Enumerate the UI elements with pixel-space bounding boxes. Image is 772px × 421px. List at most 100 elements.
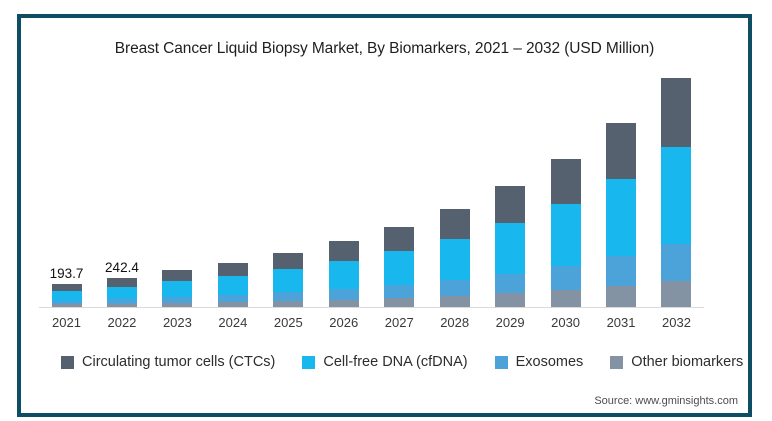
x-axis-label-2029: 2029 (495, 315, 525, 330)
bar-segment-circulating-tumor-cells-ctcs (606, 122, 637, 179)
bar-segment-cell-free-dna-cfdna (217, 276, 248, 295)
bar-segment-exosomes (550, 266, 581, 291)
bar-segment-cell-free-dna-cfdna (162, 281, 193, 297)
bar-segment-exosomes (106, 299, 137, 304)
bar-2025 (261, 252, 316, 307)
bar-segment-circulating-tumor-cells-ctcs (51, 283, 82, 291)
legend-swatch-cell-free-dna-cfdna-icon (302, 355, 316, 369)
bar-segment-circulating-tumor-cells-ctcs (106, 278, 137, 287)
bar-2022: 242.4 (94, 260, 149, 307)
bar-stack-2031 (606, 122, 637, 307)
legend-item-other-biomarkers: Other biomarkers (610, 354, 743, 370)
bar-segment-circulating-tumor-cells-ctcs (162, 270, 193, 282)
bar-stack-2023 (162, 270, 193, 307)
bar-2026 (316, 241, 371, 307)
x-axis-label-2021: 2021 (52, 315, 81, 330)
chart-title: Breast Cancer Liquid Biopsy Market, By B… (114, 40, 655, 57)
bar-2032 (649, 78, 704, 307)
bar-segment-circulating-tumor-cells-ctcs (384, 226, 415, 252)
bar-segment-exosomes (384, 284, 415, 298)
bar-2021: 193.7 (39, 266, 94, 307)
legend-swatch-exosomes-icon (494, 355, 508, 369)
bar-2029 (483, 186, 538, 307)
bar-segment-exosomes (217, 294, 248, 302)
bar-segment-other-biomarkers (550, 290, 581, 307)
bar-stack-2024 (217, 262, 248, 307)
bar-segment-other-biomarkers (606, 285, 637, 307)
bar-segment-cell-free-dna-cfdna (106, 286, 137, 300)
bar-segment-exosomes (606, 256, 637, 286)
x-axis-label-2028: 2028 (440, 315, 470, 330)
x-axis-label-2025: 2025 (273, 315, 303, 330)
bar-segment-other-biomarkers (51, 304, 82, 307)
bar-segment-exosomes (439, 279, 470, 296)
plot-area: 193.7 242.4 (39, 60, 704, 308)
legend-item-exosomes: Exosomes (494, 354, 584, 370)
bar-segment-circulating-tumor-cells-ctcs (217, 262, 248, 277)
bar-segment-other-biomarkers (328, 299, 359, 307)
legend-item-cell-free-dna-cfdna: Cell-free DNA (cfDNA) (302, 354, 468, 370)
bar-stack-2025 (273, 252, 304, 307)
bar-stack-2021 (51, 283, 82, 307)
bar-stack-2029 (495, 186, 526, 307)
legend: Circulating tumor cells (CTCs) Cell-free … (61, 354, 743, 370)
bar-2030 (538, 159, 593, 307)
bar-stack-2027 (384, 226, 415, 307)
bar-segment-exosomes (273, 291, 304, 301)
bar-segment-exosomes (51, 300, 82, 305)
bar-segment-other-biomarkers (106, 303, 137, 307)
bar-segment-cell-free-dna-cfdna (606, 178, 637, 257)
bar-segment-exosomes (162, 296, 193, 303)
bar-2031 (594, 122, 649, 307)
bar-2027 (372, 226, 427, 307)
bar-segment-other-biomarkers (273, 300, 304, 307)
bar-value-label-2022: 242.4 (105, 260, 139, 276)
x-axis-label-2032: 2032 (662, 315, 691, 330)
bar-2024 (205, 262, 260, 307)
bar-segment-exosomes (661, 243, 692, 281)
bar-stack-2028 (439, 209, 470, 307)
bar-segment-cell-free-dna-cfdna (439, 238, 470, 280)
bar-segment-cell-free-dna-cfdna (550, 203, 581, 267)
x-axis-label-2027: 2027 (384, 315, 414, 330)
bar-segment-cell-free-dna-cfdna (495, 222, 526, 274)
x-axis-label-2026: 2026 (329, 315, 359, 330)
bar-stack-2026 (328, 241, 359, 307)
bar-segment-other-biomarkers (384, 297, 415, 307)
bar-segment-exosomes (495, 273, 526, 294)
bar-stack-2032 (661, 78, 692, 307)
x-axis-label-2023: 2023 (162, 315, 192, 330)
legend-label: Exosomes (515, 354, 584, 370)
x-axis-labels: 2021 2022 2023 2024 2025 2026 2027 2028 2029 2030… (39, 315, 704, 330)
bar-segment-cell-free-dna-cfdna (273, 269, 304, 292)
bar-segment-circulating-tumor-cells-ctcs (273, 252, 304, 270)
bar-value-label-2021: 193.7 (49, 265, 84, 281)
bar-segment-cell-free-dna-cfdna (661, 147, 692, 244)
legend-label: Cell-free DNA (cfDNA) (323, 354, 468, 370)
x-axis-label-2024: 2024 (218, 315, 248, 330)
chart-card: Breast Cancer Liquid Biopsy Market, By B… (17, 14, 752, 417)
bar-segment-circulating-tumor-cells-ctcs (550, 159, 581, 204)
x-axis-label-2022: 2022 (107, 315, 137, 330)
bar-segment-other-biomarkers (439, 295, 470, 307)
bar-segment-other-biomarkers (495, 293, 526, 307)
legend-label: Circulating tumor cells (CTCs) (82, 354, 276, 370)
bar-2028 (427, 209, 482, 307)
bar-segment-cell-free-dna-cfdna (384, 251, 415, 285)
legend-label: Other biomarkers (631, 354, 744, 370)
bar-segment-cell-free-dna-cfdna (51, 290, 82, 301)
bar-stack-2022 (106, 278, 137, 307)
bar-segment-circulating-tumor-cells-ctcs (439, 209, 470, 239)
bar-segment-other-biomarkers (217, 302, 248, 307)
bar-segment-other-biomarkers (661, 280, 692, 307)
bar-2023 (150, 270, 205, 307)
bar-stack-2030 (550, 159, 581, 307)
legend-swatch-other-biomarkers-icon (610, 355, 624, 369)
bar-segment-circulating-tumor-cells-ctcs (661, 78, 692, 148)
bar-segment-exosomes (328, 288, 359, 300)
x-axis-label-2030: 2030 (551, 315, 581, 330)
bar-segment-circulating-tumor-cells-ctcs (328, 241, 359, 262)
source-text: Source: www.gminsights.com (594, 395, 738, 407)
bar-segment-cell-free-dna-cfdna (328, 261, 359, 289)
